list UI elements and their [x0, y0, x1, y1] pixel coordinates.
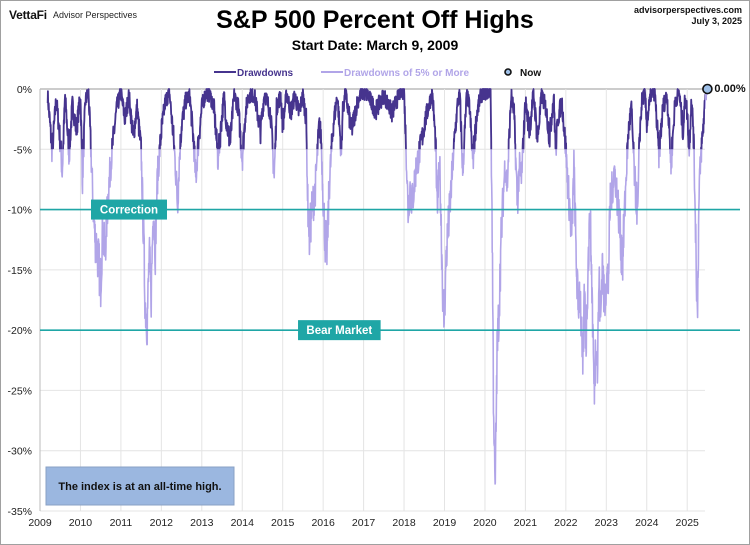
- reference-label: Correction: [100, 205, 158, 217]
- y-tick-label: -15%: [7, 265, 32, 277]
- brand-logo: VettaFi: [9, 8, 47, 22]
- x-tick-label: 2012: [150, 517, 174, 529]
- series-layer: [46, 88, 708, 485]
- x-tick-label: 2011: [110, 517, 133, 529]
- source-site: advisorperspectives.com: [633, 5, 742, 15]
- series-line-drawdowns: [46, 88, 705, 150]
- now-point: [702, 83, 713, 95]
- x-tick-label: 2010: [69, 517, 93, 529]
- annotation-text: The index is at an all-time high.: [58, 481, 221, 493]
- annotation-box: The index is at an all-time high.: [45, 466, 235, 506]
- x-tick-label: 2009: [28, 517, 52, 529]
- x-tick-label: 2024: [635, 517, 659, 529]
- y-tick-label: -35%: [7, 506, 32, 518]
- legend: Drawdowns Drawdowns of 5% or More Now: [214, 68, 541, 79]
- x-tick-label: 2025: [676, 517, 700, 529]
- series-line-drawdowns-5pct-or-more: [46, 88, 708, 485]
- y-tick-label: 0%: [17, 84, 32, 96]
- legend-label-drawdowns: Drawdowns: [237, 68, 294, 79]
- y-axis: 0% -5% -10% -15% -20% -25% -30% -35%: [7, 84, 32, 518]
- chart-subtitle: Start Date: March 9, 2009: [291, 37, 459, 53]
- x-tick-label: 2017: [352, 517, 376, 529]
- reference-lines: Correction Bear Market: [40, 199, 740, 341]
- x-tick-label: 2022: [554, 517, 578, 529]
- now-value-label: 0.00%: [714, 83, 745, 95]
- x-tick-label: 2016: [311, 517, 335, 529]
- reference-label-box: [298, 320, 381, 341]
- x-tick-label: 2018: [392, 517, 416, 529]
- chart-title: S&P 500 Percent Off Highs: [216, 6, 534, 34]
- reference-label: Bear Market: [306, 325, 372, 337]
- legend-label-now: Now: [520, 68, 541, 79]
- x-tick-label: 2013: [190, 517, 214, 529]
- x-tick-label: 2021: [514, 517, 538, 529]
- y-tick-label: -30%: [7, 446, 32, 458]
- y-tick-label: -5%: [13, 144, 32, 156]
- source-info: advisorperspectives.com July 3, 2025: [634, 5, 742, 27]
- legend-label-5pct: Drawdowns of 5% or More: [344, 68, 469, 79]
- brand-subtitle: Advisor Perspectives: [53, 10, 138, 20]
- y-tick-label: -20%: [7, 325, 32, 337]
- x-tick-label: 2019: [433, 517, 457, 529]
- source-date: July 3, 2025: [691, 16, 742, 26]
- x-tick-label: 2014: [231, 517, 255, 529]
- reference-label-box: [90, 199, 167, 220]
- y-tick-label: -25%: [7, 385, 32, 397]
- x-tick-label: 2023: [595, 517, 619, 529]
- x-tick-label: 2020: [473, 517, 497, 529]
- now-marker: 0.00%: [702, 83, 746, 95]
- legend-marker-now: [504, 68, 512, 76]
- x-axis: 2009 2010 2011 2012 2013 2014 2015 2016 2017 2018…: [28, 517, 699, 529]
- x-tick-label: 2015: [271, 517, 295, 529]
- y-tick-label: -10%: [7, 205, 32, 217]
